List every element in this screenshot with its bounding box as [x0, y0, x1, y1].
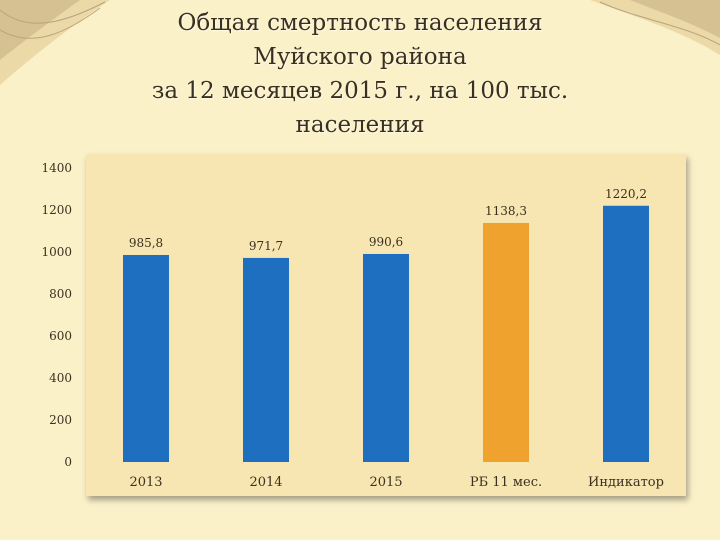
y-tick-label: 200 [49, 413, 72, 427]
data-label: 1138,3 [485, 204, 527, 218]
bar [243, 257, 289, 462]
x-tick-label: 2015 [369, 475, 402, 490]
y-tick-label: 1000 [41, 245, 72, 259]
y-tick-label: 400 [49, 371, 72, 385]
title-line-3: за 12 месяцев 2015 г., на 100 тыс. [151, 78, 569, 104]
title-line-1: Общая смертность населения [177, 10, 543, 36]
slide-title: Общая смертность населения Муйского райо… [90, 6, 630, 142]
data-label: 985,8 [129, 236, 163, 250]
data-label: 971,7 [249, 239, 283, 253]
title-line-4: населения [295, 112, 425, 138]
y-tick-label: 800 [49, 287, 72, 301]
y-tick-label: 1400 [41, 161, 72, 175]
y-tick-label: 1200 [41, 203, 72, 217]
bar [123, 254, 169, 462]
y-tick-label: 0 [64, 455, 72, 469]
x-tick-label: РБ 11 мес. [470, 475, 542, 490]
bar [483, 222, 529, 462]
data-label: 1220,2 [605, 187, 647, 201]
bar [363, 253, 409, 462]
x-tick-label: 2014 [249, 475, 282, 490]
x-tick-label: 2013 [129, 475, 162, 490]
data-label: 990,6 [369, 235, 403, 249]
x-tick-label: Индикатор [588, 475, 664, 490]
y-tick-label: 600 [49, 329, 72, 343]
bar [603, 205, 649, 462]
title-line-2: Муйского района [253, 44, 467, 70]
